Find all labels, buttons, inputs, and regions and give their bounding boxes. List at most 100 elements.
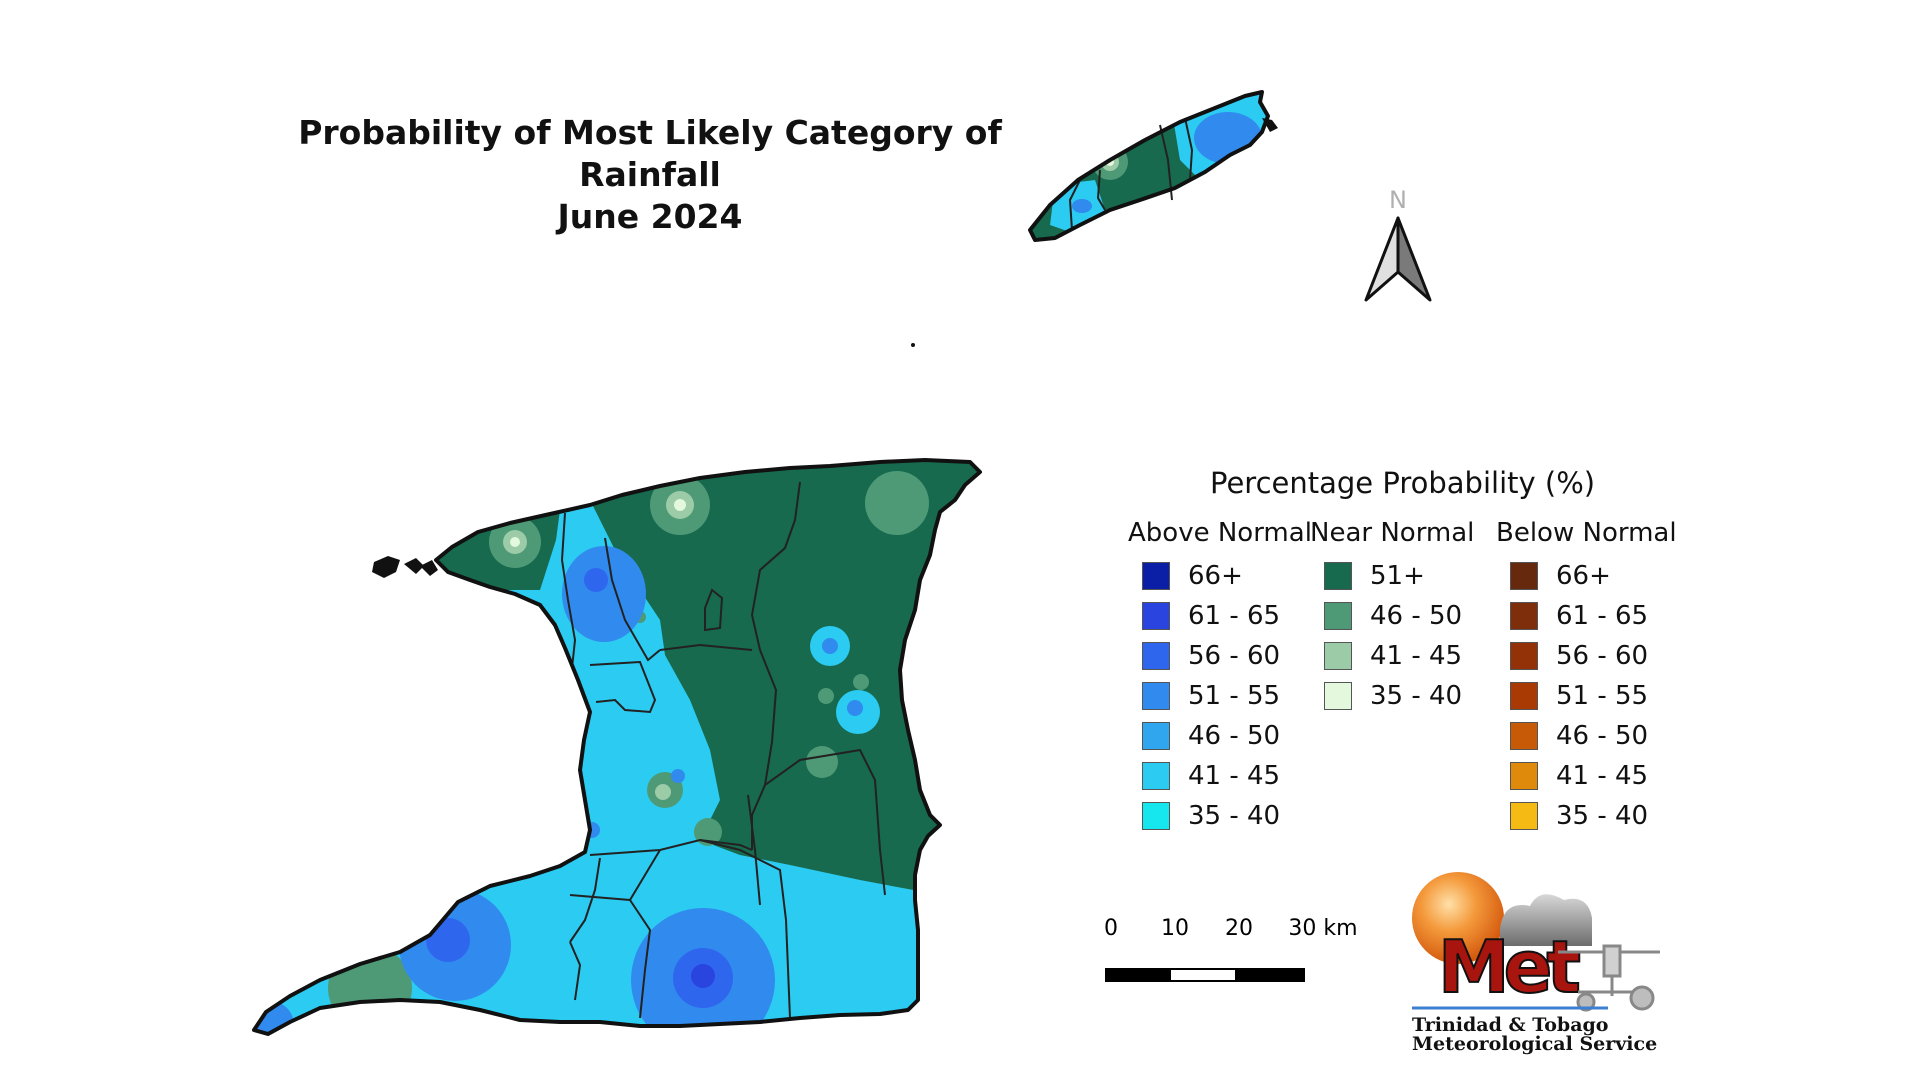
scale-label: 10 xyxy=(1161,916,1189,941)
north-arrow: N xyxy=(1364,186,1432,302)
above-normal-spot-east-core xyxy=(847,700,863,716)
legend-title: Percentage Probability (%) xyxy=(1210,466,1596,500)
near-normal-patch-east-small-b xyxy=(853,674,869,690)
met-service-logo: Met Trinidad & Tobago Meteorological Ser… xyxy=(1408,866,1678,1056)
legend-item: 41 - 45 xyxy=(1310,636,1474,676)
scale-segment xyxy=(1107,970,1171,980)
legend-swatch xyxy=(1510,682,1538,710)
legend-swatch xyxy=(1510,562,1538,590)
legend-item-label: 56 - 60 xyxy=(1188,641,1281,671)
offshore-islet xyxy=(911,343,915,347)
legend-item-label: 41 - 45 xyxy=(1188,761,1281,791)
logo-text-line-2: Meteorological Service xyxy=(1412,1033,1658,1055)
legend-item: 41 - 45 xyxy=(1496,756,1677,796)
legend-swatch xyxy=(1324,562,1352,590)
tobago-north-east-islet xyxy=(1262,118,1278,132)
legend-item: 61 - 65 xyxy=(1496,596,1677,636)
near-normal-patch-south-small xyxy=(694,818,722,846)
scale-label: 20 xyxy=(1225,916,1253,941)
legend-item: 56 - 60 xyxy=(1128,636,1312,676)
legend-item: 46 - 50 xyxy=(1310,596,1474,636)
legend-item: 35 - 40 xyxy=(1310,676,1474,716)
above-normal-core-north-west xyxy=(584,568,608,592)
legend-item-label: 46 - 50 xyxy=(1370,601,1463,631)
legend-item: 51+ xyxy=(1310,556,1474,596)
scale-segment xyxy=(1171,970,1235,980)
trinidad-island xyxy=(252,343,982,1036)
north-arrow-label: N xyxy=(1389,186,1407,214)
legend-item: 46 - 50 xyxy=(1496,716,1677,756)
legend-item: 46 - 50 xyxy=(1128,716,1312,756)
legend-swatch xyxy=(1142,802,1170,830)
logo-sun-icon xyxy=(1412,872,1504,964)
legend-item-label: 35 - 40 xyxy=(1370,681,1463,711)
legend-swatch xyxy=(1510,602,1538,630)
legend-column-below-normal: Below Normal 66+ 61 - 65 56 - 60 51 - 55… xyxy=(1496,518,1677,836)
legend-swatch xyxy=(1142,722,1170,750)
legend-swatch xyxy=(1324,682,1352,710)
legend-item: 35 - 40 xyxy=(1128,796,1312,836)
map-title-line-1: Probability of Most Likely Category of R… xyxy=(298,113,1002,194)
legend-column-near-normal: Near Normal 51+ 46 - 50 41 - 45 35 - 40 xyxy=(1310,518,1474,716)
legend-swatch xyxy=(1324,642,1352,670)
map-title-line-2: June 2024 xyxy=(557,197,743,236)
legend-item-label: 61 - 65 xyxy=(1188,601,1281,631)
legend-swatch xyxy=(1142,682,1170,710)
legend-heading-above-normal: Above Normal xyxy=(1128,518,1312,548)
legend-heading-below-normal: Below Normal xyxy=(1496,518,1677,548)
above-normal-core-south-west xyxy=(426,918,470,962)
legend-heading-near-normal: Near Normal xyxy=(1310,518,1475,548)
legend-item-label: 51 - 55 xyxy=(1188,681,1281,711)
near-normal-zone-north-east xyxy=(580,460,980,905)
legend-item-label: 46 - 50 xyxy=(1556,721,1649,751)
tobago-boundaries xyxy=(1068,117,1194,231)
trinidad-north-west-islets xyxy=(372,556,438,578)
regional-boundaries xyxy=(560,481,886,1019)
near-normal-spot-centre-west xyxy=(655,784,671,800)
logo-cloud-icon xyxy=(1500,894,1592,946)
legend-item: 61 - 65 xyxy=(1128,596,1312,636)
legend-item-label: 51 - 55 xyxy=(1556,681,1649,711)
legend-item: 66+ xyxy=(1128,556,1312,596)
near-normal-patch-south-west xyxy=(328,946,412,1030)
trinidad-coastline xyxy=(252,458,982,1036)
legend-swatch xyxy=(1510,802,1538,830)
above-normal-peak-south xyxy=(691,964,715,988)
above-normal-centre-north-west xyxy=(562,546,646,642)
legend-swatch xyxy=(1510,762,1538,790)
tobago-above-normal-west-core xyxy=(1072,199,1092,213)
near-normal-patch-north-coast-c xyxy=(674,499,686,511)
legend-item: 66+ xyxy=(1496,556,1677,596)
legend-item: 35 - 40 xyxy=(1496,796,1677,836)
met-logo-graphic: Met xyxy=(1412,872,1660,1012)
legend-swatch xyxy=(1324,602,1352,630)
scale-segment xyxy=(1235,970,1303,980)
legend-item: 56 - 60 xyxy=(1496,636,1677,676)
legend-column-above-normal: Above Normal 66+ 61 - 65 56 - 60 51 - 55… xyxy=(1128,518,1312,836)
legend-item: 51 - 55 xyxy=(1128,676,1312,716)
legend-item-label: 41 - 45 xyxy=(1370,641,1463,671)
legend-item-label: 56 - 60 xyxy=(1556,641,1649,671)
legend-item-label: 35 - 40 xyxy=(1556,801,1649,831)
above-normal-spot-centre-west xyxy=(671,769,685,783)
legend-item: 51 - 55 xyxy=(1496,676,1677,716)
above-normal-spot-north-east-core xyxy=(822,638,838,654)
legend-swatch xyxy=(1142,562,1170,590)
legend-item-label: 61 - 65 xyxy=(1556,601,1649,631)
logo-instrument-icon xyxy=(1558,944,1660,1012)
scale-bar-graphic xyxy=(1105,968,1305,982)
legend-swatch xyxy=(1510,722,1538,750)
legend-swatch xyxy=(1510,642,1538,670)
near-normal-patch-east-small-a xyxy=(818,688,834,704)
logo-wordmark: Met xyxy=(1438,925,1579,1009)
legend-swatch xyxy=(1142,642,1170,670)
scale-label: 0 xyxy=(1104,916,1118,941)
north-arrow-left-half xyxy=(1364,216,1400,302)
legend-item-label: 41 - 45 xyxy=(1556,761,1649,791)
legend-item-label: 66+ xyxy=(1556,561,1611,591)
legend-item-label: 51+ xyxy=(1370,561,1425,591)
north-arrow-right-half xyxy=(1396,216,1432,302)
near-normal-patch-north-east xyxy=(865,471,929,535)
legend-item: 41 - 45 xyxy=(1128,756,1312,796)
